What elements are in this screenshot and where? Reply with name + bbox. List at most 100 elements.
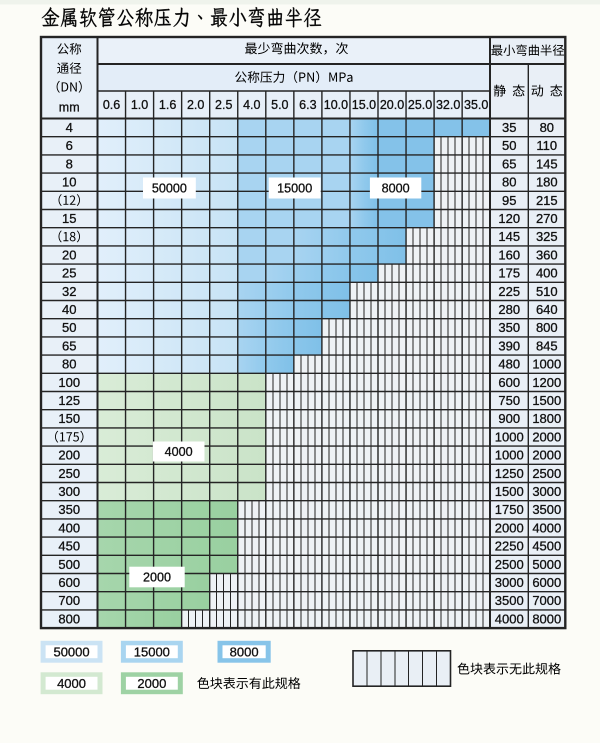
svg-text:4000: 4000 — [165, 445, 193, 459]
svg-text:350: 350 — [498, 320, 520, 335]
svg-text:35.0: 35.0 — [464, 98, 488, 112]
svg-text:2000: 2000 — [495, 520, 524, 535]
svg-text:1.0: 1.0 — [131, 98, 148, 112]
svg-text:80: 80 — [62, 357, 76, 372]
svg-text:2000: 2000 — [532, 448, 561, 463]
svg-text:2.0: 2.0 — [187, 98, 204, 112]
svg-text:20: 20 — [62, 247, 76, 262]
svg-text:3500: 3500 — [495, 593, 524, 608]
svg-text:20.0: 20.0 — [380, 98, 404, 112]
svg-text:8: 8 — [66, 156, 73, 171]
svg-text:3500: 3500 — [532, 502, 561, 517]
svg-text:480: 480 — [498, 357, 520, 372]
svg-text:100: 100 — [58, 375, 80, 390]
svg-text:3000: 3000 — [532, 484, 561, 499]
svg-text:35: 35 — [502, 120, 516, 135]
svg-text:2500: 2500 — [532, 466, 561, 481]
svg-text:40: 40 — [62, 302, 76, 317]
svg-text:6.3: 6.3 — [299, 98, 316, 112]
svg-text:4.0: 4.0 — [243, 98, 260, 112]
svg-text:50000: 50000 — [152, 182, 187, 196]
svg-text:360: 360 — [536, 247, 558, 262]
svg-text:510: 510 — [536, 284, 558, 299]
svg-text:280: 280 — [498, 302, 520, 317]
svg-text:150: 150 — [58, 411, 80, 426]
svg-text:1800: 1800 — [532, 411, 561, 426]
svg-text:1500: 1500 — [495, 484, 524, 499]
svg-text:7000: 7000 — [532, 593, 561, 608]
svg-text:175: 175 — [498, 266, 520, 281]
svg-text:4000: 4000 — [57, 676, 86, 691]
svg-text:1000: 1000 — [495, 448, 524, 463]
svg-text:15.0: 15.0 — [352, 98, 376, 112]
svg-text:5.0: 5.0 — [271, 98, 288, 112]
svg-text:800: 800 — [58, 611, 80, 626]
svg-text:65: 65 — [502, 156, 516, 171]
svg-text:125: 125 — [58, 393, 80, 408]
svg-text:6000: 6000 — [532, 575, 561, 590]
svg-text:390: 390 — [498, 338, 520, 353]
svg-text:8000: 8000 — [230, 644, 259, 659]
svg-text:750: 750 — [498, 393, 520, 408]
svg-text:400: 400 — [536, 266, 558, 281]
svg-text:4: 4 — [66, 120, 73, 135]
svg-text:450: 450 — [58, 539, 80, 554]
svg-text:600: 600 — [498, 375, 520, 390]
svg-text:600: 600 — [58, 575, 80, 590]
svg-text:120: 120 — [498, 211, 520, 226]
svg-text:250: 250 — [58, 466, 80, 481]
svg-text:25.0: 25.0 — [408, 98, 432, 112]
svg-text:300: 300 — [58, 484, 80, 499]
svg-text:845: 845 — [536, 338, 558, 353]
svg-text:2000: 2000 — [137, 676, 166, 691]
svg-text:400: 400 — [58, 520, 80, 535]
svg-text:1.6: 1.6 — [159, 98, 176, 112]
svg-text:325: 325 — [536, 229, 558, 244]
svg-text:1250: 1250 — [495, 466, 524, 481]
svg-text:32: 32 — [62, 284, 76, 299]
svg-text:145: 145 — [498, 229, 520, 244]
svg-text:2000: 2000 — [143, 571, 171, 585]
svg-text:225: 225 — [498, 284, 520, 299]
svg-text:4500: 4500 — [532, 539, 561, 554]
svg-text:50: 50 — [62, 320, 76, 335]
svg-text:10.0: 10.0 — [324, 98, 348, 112]
svg-text:50: 50 — [502, 138, 516, 153]
svg-text:0.6: 0.6 — [103, 98, 120, 112]
svg-text:32.0: 32.0 — [436, 98, 460, 112]
svg-text:6: 6 — [66, 138, 73, 153]
svg-text:15: 15 — [62, 211, 76, 226]
svg-text:215: 215 — [536, 193, 558, 208]
svg-text:8000: 8000 — [532, 611, 561, 626]
svg-text:65: 65 — [62, 338, 76, 353]
svg-text:350: 350 — [58, 502, 80, 517]
svg-text:700: 700 — [58, 593, 80, 608]
svg-text:25: 25 — [62, 266, 76, 281]
svg-text:80: 80 — [502, 175, 516, 190]
svg-text:2250: 2250 — [495, 539, 524, 554]
svg-text:200: 200 — [58, 448, 80, 463]
svg-text:145: 145 — [536, 156, 558, 171]
svg-text:2000: 2000 — [532, 429, 561, 444]
svg-text:80: 80 — [540, 120, 554, 135]
svg-text:1000: 1000 — [532, 357, 561, 372]
svg-text:900: 900 — [498, 411, 520, 426]
svg-text:180: 180 — [536, 175, 558, 190]
svg-text:4000: 4000 — [495, 611, 524, 626]
svg-text:1500: 1500 — [532, 393, 561, 408]
svg-text:1200: 1200 — [532, 375, 561, 390]
svg-text:5000: 5000 — [532, 557, 561, 572]
svg-text:1750: 1750 — [495, 502, 524, 517]
svg-text:160: 160 — [498, 247, 520, 262]
svg-text:2500: 2500 — [495, 557, 524, 572]
svg-text:500: 500 — [58, 557, 80, 572]
svg-text:270: 270 — [536, 211, 558, 226]
svg-text:4000: 4000 — [532, 520, 561, 535]
svg-text:15000: 15000 — [277, 182, 312, 196]
svg-text:10: 10 — [62, 175, 76, 190]
svg-text:15000: 15000 — [134, 644, 170, 659]
svg-text:95: 95 — [502, 193, 516, 208]
svg-text:3000: 3000 — [495, 575, 524, 590]
svg-text:8000: 8000 — [382, 182, 410, 196]
svg-text:2.5: 2.5 — [215, 98, 232, 112]
